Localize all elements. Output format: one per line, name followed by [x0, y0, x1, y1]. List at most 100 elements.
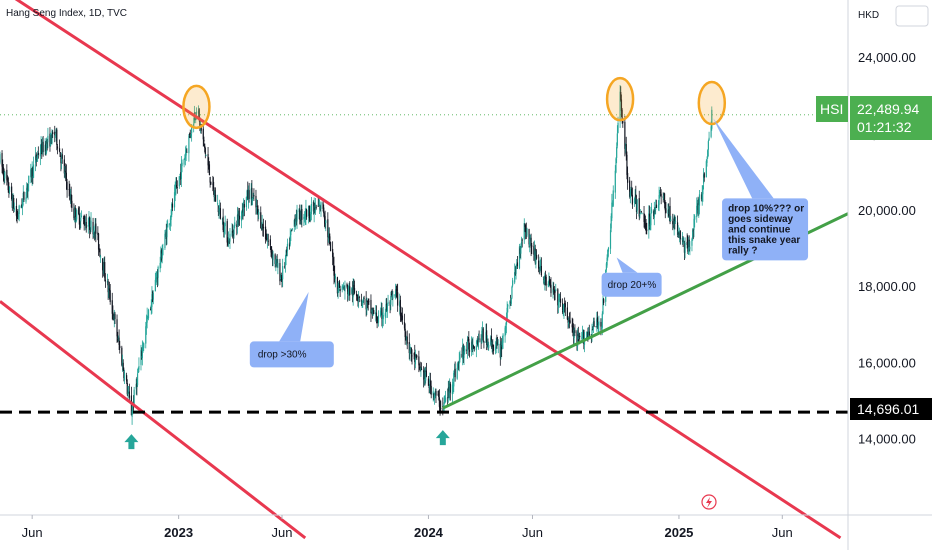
candle-body [42, 141, 44, 153]
candle-body [44, 144, 46, 152]
candle-body [97, 233, 100, 250]
candle-body [415, 354, 417, 358]
candle-body [347, 287, 349, 295]
candle-body [152, 292, 154, 302]
candle-body [509, 300, 511, 304]
candle-body [165, 231, 167, 240]
time-axis[interactable]: Jun 2023 Jun 2024 Jun 2025 Jun [0, 514, 932, 540]
candle-body [342, 287, 345, 289]
candle-body [184, 153, 187, 159]
candle-body [650, 213, 652, 226]
last-price-tag: HSI 22,489.94 01:21:32 [816, 96, 932, 140]
candle-body [361, 302, 363, 304]
price-axis[interactable]: 14,000.0016,000.0018,000.0020,000.0022,0… [847, 0, 916, 550]
candle-body [25, 197, 27, 202]
candle-body [290, 231, 292, 235]
candle-body [276, 259, 278, 268]
callout-drop-20-text: drop 20+% [608, 280, 657, 291]
candle-body [305, 208, 307, 218]
candle-body [425, 370, 427, 377]
candle-body [419, 366, 421, 371]
candle-body [542, 276, 545, 278]
candle-body [309, 217, 311, 219]
candle-body [136, 383, 138, 387]
candle-body [550, 284, 552, 294]
candle-body [530, 237, 532, 248]
candle-body [117, 338, 120, 340]
candle-body [701, 192, 703, 201]
candle-body [236, 214, 239, 227]
candle-body [507, 305, 509, 307]
candle-body [175, 185, 177, 190]
candle-body [461, 354, 463, 358]
candle-body [512, 280, 514, 286]
candle-body [281, 277, 283, 280]
candle-body [564, 303, 566, 305]
candle-body [21, 199, 24, 208]
candle-body [499, 343, 501, 358]
chart-settings-button[interactable] [895, 5, 929, 27]
candle-body [256, 206, 258, 208]
y-tick-label: 20,000.00 [858, 203, 916, 218]
candle-body [274, 254, 276, 264]
y-tick-label: 14,000.00 [858, 432, 916, 447]
candle-body [324, 216, 326, 224]
candle-body [109, 290, 111, 302]
candle-body [84, 223, 86, 226]
candle-body [256, 207, 258, 209]
candle-body [477, 337, 480, 348]
candle-body [486, 342, 488, 347]
candle-body [376, 322, 378, 323]
candle-body [126, 383, 128, 395]
candle-body [539, 264, 541, 271]
candle-body [648, 213, 651, 227]
highlight-ellipse [182, 84, 211, 130]
candle-body [290, 229, 293, 231]
candle-body [104, 262, 106, 278]
candle-body [548, 279, 551, 284]
candle-body [306, 209, 308, 217]
candle-body [141, 347, 143, 359]
candle-body [147, 316, 149, 317]
candle-body [111, 300, 113, 314]
candle-body [476, 340, 478, 344]
candle-body [75, 220, 77, 223]
candle-body [193, 123, 195, 127]
candle-body [353, 284, 355, 290]
candle-body [151, 294, 153, 308]
candle-body [343, 287, 345, 290]
candle-body [122, 362, 124, 371]
candle-body [282, 266, 284, 280]
candle-body [26, 188, 28, 197]
candle-body [504, 327, 506, 337]
candle-body [329, 242, 332, 252]
candle-body [65, 172, 67, 182]
candle-body [529, 239, 531, 246]
last-price-value: 22,489.94 [857, 101, 919, 117]
lightning-icon[interactable] [701, 494, 717, 510]
candle-body [112, 312, 114, 314]
candle-body [371, 309, 373, 312]
candle-body [535, 254, 538, 259]
candle-body [554, 291, 556, 293]
candle-body [121, 347, 123, 366]
candle-body [17, 215, 20, 217]
candle-body [136, 373, 139, 386]
candle-body [418, 366, 421, 369]
candle-body [408, 342, 410, 354]
candle-body [693, 218, 695, 230]
candle-body [224, 222, 226, 227]
candle-body [30, 168, 32, 178]
candle-body [600, 321, 602, 327]
candle-body [197, 111, 200, 114]
candle-body [11, 186, 13, 200]
candle-body [410, 347, 412, 349]
candle-body [229, 233, 231, 242]
candle-body [593, 321, 595, 327]
candle-body [12, 197, 14, 208]
candle-body [79, 223, 81, 225]
candle-body [432, 391, 434, 395]
candle-body [181, 162, 183, 167]
candle-body [483, 341, 485, 343]
